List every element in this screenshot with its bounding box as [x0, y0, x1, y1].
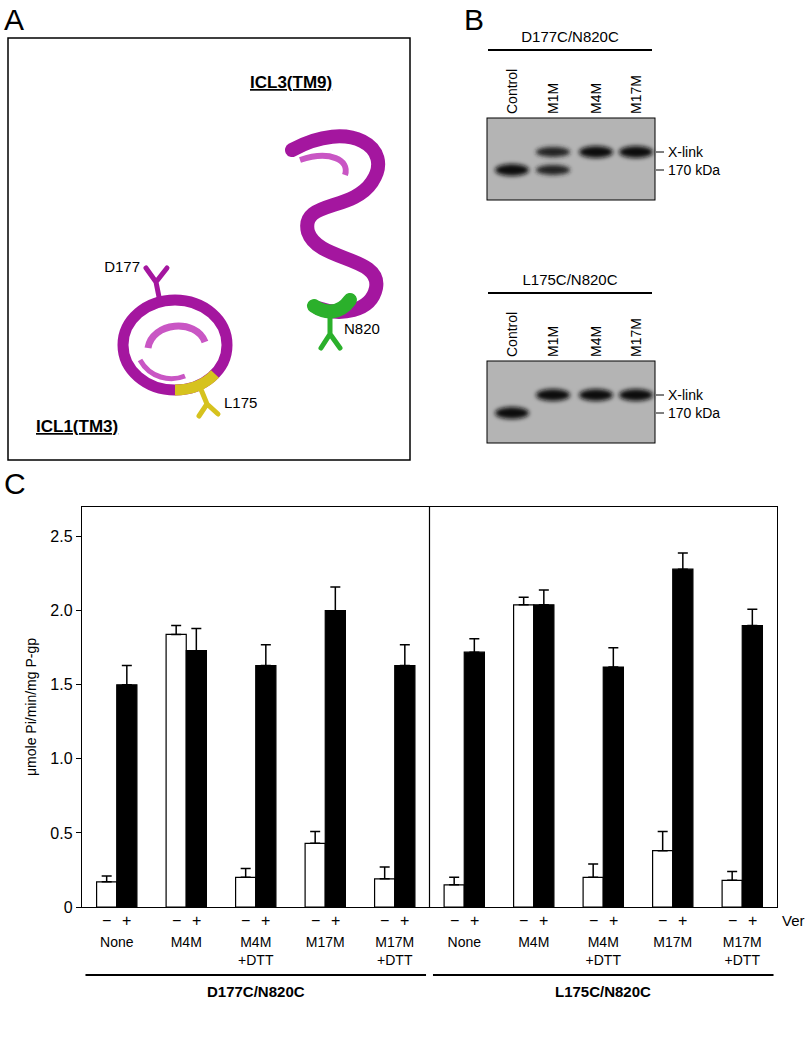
svg-text:−: − [380, 912, 389, 929]
svg-text:Control: Control [504, 69, 520, 114]
svg-text:1.0: 1.0 [50, 750, 72, 767]
svg-text:M17M+DTT: M17M+DTT [375, 934, 414, 968]
svg-text:−: − [589, 912, 598, 929]
svg-text:+: + [331, 912, 340, 929]
svg-text:ICL3(TM9): ICL3(TM9) [250, 73, 332, 92]
svg-text:+: + [192, 912, 201, 929]
html-text:C: C [4, 467, 26, 500]
svg-text:μmole Pi/min/mg P-gp: μmole Pi/min/mg P-gp [23, 638, 39, 776]
svg-text:+: + [122, 912, 131, 929]
svg-text:+: + [400, 912, 409, 929]
svg-text:−: − [728, 912, 737, 929]
svg-text:+: + [609, 912, 618, 929]
svg-text:Control: Control [504, 312, 520, 357]
svg-text:170 kDa: 170 kDa [668, 405, 720, 421]
svg-text:L175: L175 [224, 394, 257, 411]
svg-text:1.5: 1.5 [50, 676, 72, 693]
svg-text:M1M: M1M [545, 326, 561, 357]
svg-text:M4M: M4M [588, 326, 604, 357]
svg-text:M4M: M4M [171, 934, 202, 950]
svg-text:D177C/N820C: D177C/N820C [207, 983, 305, 1000]
svg-text:M17M: M17M [628, 75, 644, 114]
svg-text:−: − [658, 912, 667, 929]
svg-text:+: + [748, 912, 757, 929]
svg-text:+: + [539, 912, 548, 929]
svg-text:−: − [311, 912, 320, 929]
html-text:B: B [464, 3, 484, 36]
svg-text:M4M: M4M [588, 83, 604, 114]
svg-text:2.5: 2.5 [50, 528, 72, 545]
svg-text:M17M: M17M [306, 934, 345, 950]
svg-text:X-link: X-link [668, 387, 704, 403]
svg-text:M17M+DTT: M17M+DTT [723, 934, 762, 968]
svg-text:M4M+DTT: M4M+DTT [238, 934, 274, 968]
html-text:A: A [4, 3, 24, 36]
svg-text:2.0: 2.0 [50, 602, 72, 619]
svg-text:0: 0 [64, 899, 73, 916]
svg-text:+: + [261, 912, 270, 929]
svg-text:L175C/N820C: L175C/N820C [522, 271, 617, 288]
svg-text:+: + [470, 912, 479, 929]
svg-text:M1M: M1M [545, 83, 561, 114]
svg-text:L175C/N820C: L175C/N820C [555, 983, 651, 1000]
svg-text:−: − [450, 912, 459, 929]
svg-text:M4M+DTT: M4M+DTT [586, 934, 622, 968]
svg-text:−: − [519, 912, 528, 929]
svg-text:M4M: M4M [518, 934, 549, 950]
svg-text:170 kDa: 170 kDa [668, 162, 720, 178]
svg-text:−: − [102, 912, 111, 929]
svg-text:Ver: Ver [782, 912, 805, 929]
svg-text:−: − [172, 912, 181, 929]
svg-text:ICL1(TM3): ICL1(TM3) [36, 417, 118, 436]
svg-text:0.5: 0.5 [50, 825, 72, 842]
svg-text:+: + [678, 912, 687, 929]
svg-text:None: None [100, 934, 134, 950]
svg-text:X-link: X-link [668, 144, 704, 160]
svg-text:M17M: M17M [653, 934, 692, 950]
svg-text:−: − [241, 912, 250, 929]
svg-text:N820: N820 [344, 320, 380, 337]
svg-text:M17M: M17M [628, 318, 644, 357]
svg-text:D177C/N820C: D177C/N820C [521, 28, 619, 45]
svg-text:None: None [448, 934, 482, 950]
svg-text:D177: D177 [104, 258, 140, 275]
